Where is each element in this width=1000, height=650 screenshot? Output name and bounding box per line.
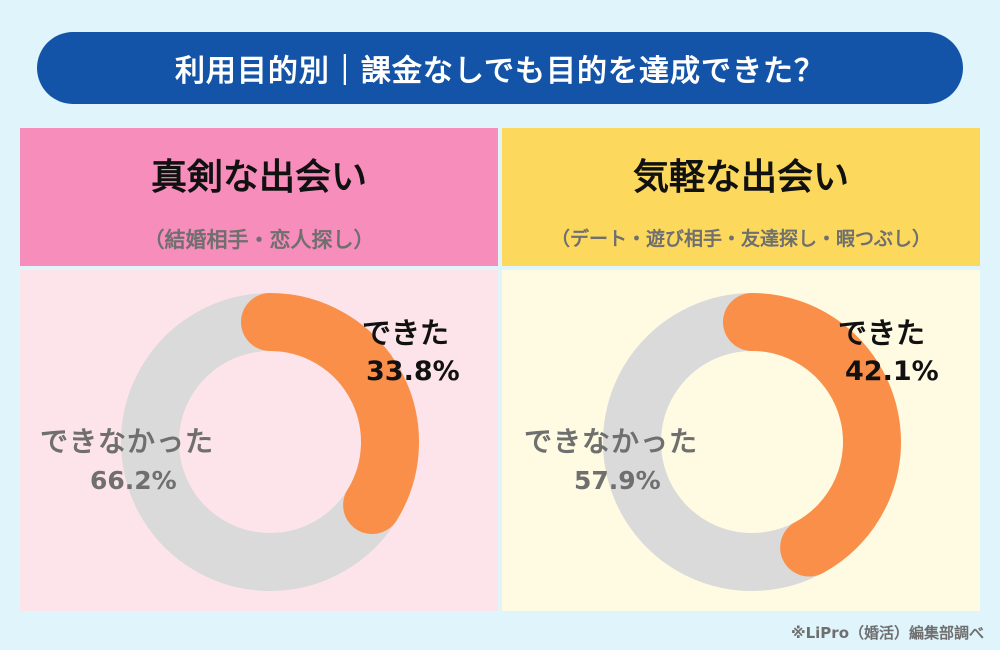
panel-header: 気軽な出会い （デート・遊び相手・友達探し・暇つぶし） [502, 128, 980, 266]
chart-panel-serious: 真剣な出会い （結婚相手・恋人探し） できた 33.8% できなかった 66.2… [20, 128, 498, 611]
slice-label-yes: できた [838, 316, 926, 350]
chart-title: 真剣な出会い [150, 157, 367, 198]
slice-value-yes: 33.8% [366, 356, 460, 387]
slice-value-yes: 42.1% [845, 356, 939, 387]
title-banner: 利用目的別｜課金なしでも目的を達成できた？ [37, 32, 963, 104]
page-title: 利用目的別｜課金なしでも目的を達成できた？ [174, 54, 826, 89]
donut-chart [603, 293, 901, 591]
slice-label-no: できなかった [40, 425, 215, 458]
donut-chart [121, 293, 419, 591]
chart-subtitle: （デート・遊び相手・友達探し・暇つぶし） [550, 228, 931, 250]
slice-no [603, 293, 823, 591]
chart-subtitle: （結婚相手・恋人探し） [143, 228, 375, 252]
chart-panel-casual: 気軽な出会い （デート・遊び相手・友達探し・暇つぶし） できた 42.1% でき… [502, 128, 980, 611]
slice-yes [723, 293, 901, 577]
slice-no [121, 293, 397, 591]
source-note: ※LiPro（婚活）編集部調べ [791, 624, 984, 642]
panel-header: 真剣な出会い （結婚相手・恋人探し） [20, 128, 498, 266]
slice-value-no: 66.2% [90, 466, 177, 495]
chart-area: できた 33.8% できなかった 66.2% [20, 270, 498, 611]
slice-value-no: 57.9% [574, 466, 661, 495]
slice-label-no: できなかった [524, 425, 699, 458]
slice-label-yes: できた [362, 316, 450, 350]
chart-title: 気軽な出会い [632, 157, 849, 198]
slice-yes [241, 293, 419, 535]
chart-area: できた 42.1% できなかった 57.9% [502, 270, 980, 611]
